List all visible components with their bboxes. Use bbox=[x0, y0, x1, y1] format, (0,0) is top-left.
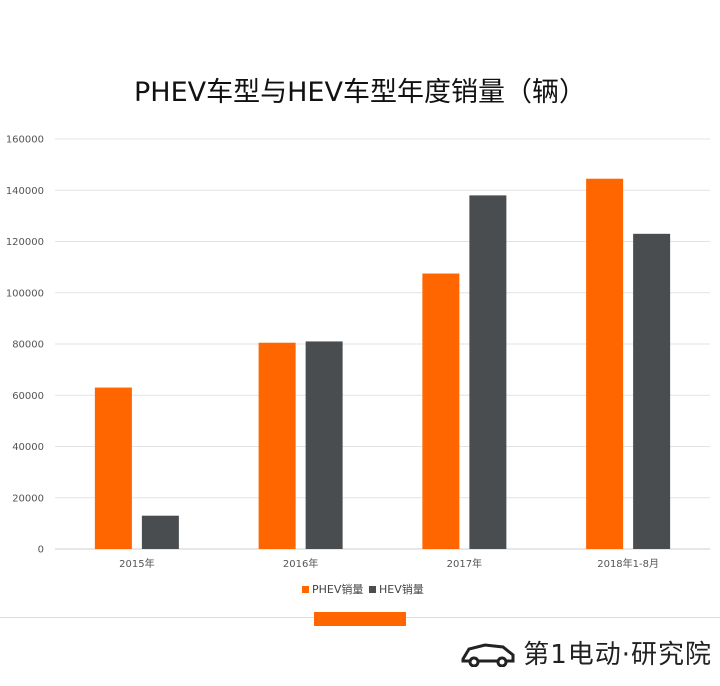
y-tick-label: 20000 bbox=[12, 493, 44, 504]
car-logo-icon bbox=[461, 643, 515, 667]
legend-swatch bbox=[302, 586, 309, 593]
x-axis-categories: 2015年 2016年 2017年 2018年1-8月 bbox=[119, 557, 659, 570]
y-axis-ticks: 0 20000 40000 60000 80000 100000 120000 140000 1… bbox=[6, 135, 44, 556]
y-tick-label: 120000 bbox=[6, 237, 44, 248]
bar-phev bbox=[94, 387, 132, 549]
y-tick-label: 100000 bbox=[6, 288, 44, 299]
x-category-label: 2018年1-8月 bbox=[597, 557, 659, 570]
y-tick-label: 80000 bbox=[12, 340, 44, 351]
y-tick-label: 140000 bbox=[6, 186, 44, 197]
bar-chart: 0 20000 40000 60000 80000 100000 120000 140000 1… bbox=[6, 135, 710, 596]
y-tick-label: 40000 bbox=[12, 442, 44, 453]
legend: PHEV销量 HEV销量 bbox=[302, 582, 424, 596]
bar-hev bbox=[141, 515, 179, 549]
bar-hev bbox=[305, 341, 343, 549]
bar-phev bbox=[586, 178, 624, 549]
brand-logo: 第1电动·研究院 bbox=[459, 630, 712, 674]
bar-phev bbox=[422, 273, 460, 549]
bar-hev bbox=[469, 195, 507, 549]
legend-swatch bbox=[369, 586, 376, 593]
brand-logo-text: 第1电动·研究院 bbox=[523, 639, 712, 670]
bar-hev bbox=[633, 233, 671, 549]
chart-title: PHEV车型与HEV车型年度销量（辆） bbox=[134, 77, 586, 108]
legend-label: HEV销量 bbox=[379, 582, 424, 596]
x-category-label: 2016年 bbox=[283, 557, 318, 570]
bars bbox=[94, 178, 671, 549]
x-category-label: 2017年 bbox=[447, 557, 482, 570]
y-tick-label: 60000 bbox=[12, 391, 44, 402]
y-tick-label: 160000 bbox=[6, 135, 44, 146]
accent-bar bbox=[314, 612, 406, 626]
bar-phev bbox=[258, 342, 296, 549]
y-tick-label: 0 bbox=[38, 545, 44, 556]
x-category-label: 2015年 bbox=[119, 557, 154, 570]
legend-label: PHEV销量 bbox=[312, 582, 363, 596]
